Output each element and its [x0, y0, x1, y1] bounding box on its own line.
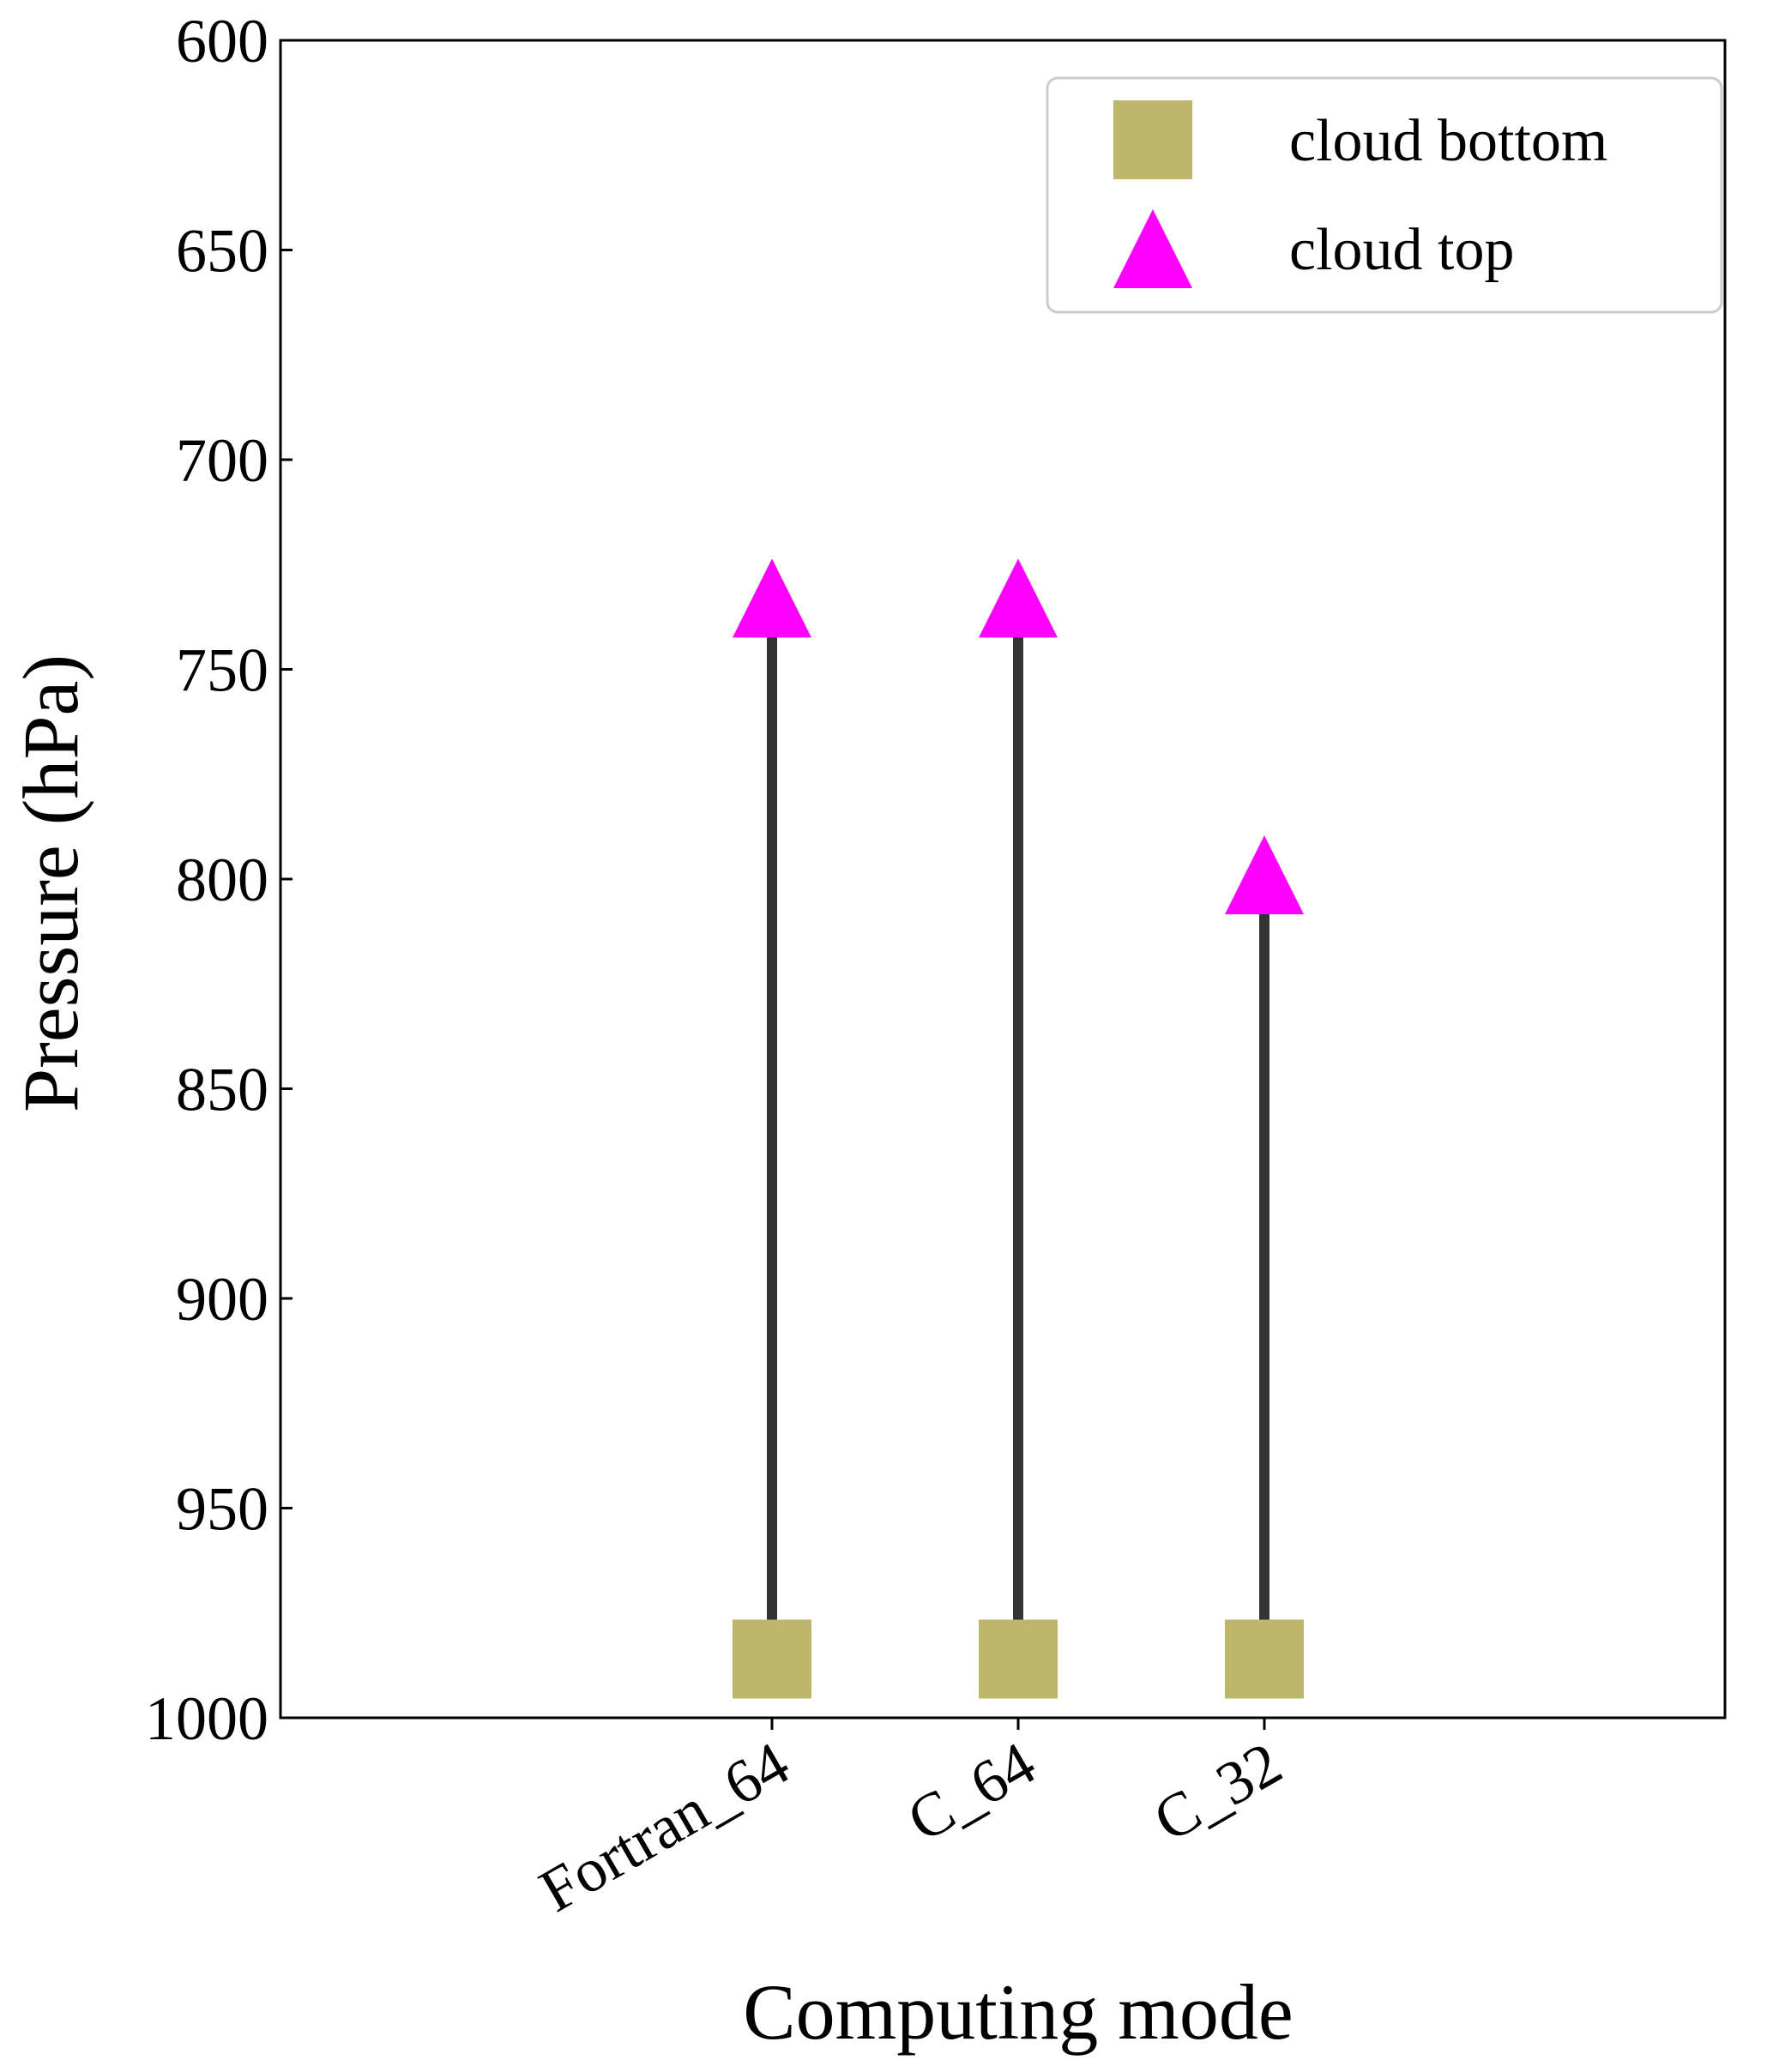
- cloud-bottom-marker: [733, 1619, 811, 1699]
- y-tick-label: 800: [176, 846, 268, 914]
- y-tick-label: 950: [176, 1475, 268, 1544]
- plot-area: [733, 558, 1304, 1699]
- legend-label-cloud-bottom: cloud bottom: [1289, 108, 1607, 174]
- x-tick-label: C_64: [896, 1729, 1046, 1855]
- cloud-top-marker: [733, 558, 811, 638]
- cloud-bottom-marker: [979, 1619, 1058, 1699]
- legend-box: [1046, 76, 1723, 314]
- legend-swatch-cloud-top: [1113, 209, 1192, 288]
- x-axis-label: Computing mode: [743, 1968, 1293, 2056]
- x-tick-label: Fortran_64: [528, 1729, 800, 1925]
- y-axis-label: Pressure (hPa): [7, 654, 94, 1112]
- cloud-bottom-marker: [1225, 1619, 1304, 1699]
- cloud-top-marker: [1225, 835, 1304, 915]
- y-tick-label: 700: [176, 426, 268, 495]
- y-tick-label: 650: [176, 217, 268, 286]
- y-tick-label: 900: [176, 1265, 268, 1334]
- y-tick-label: 850: [176, 1056, 268, 1124]
- y-tick-label: 600: [176, 7, 268, 75]
- cloud-top-marker: [979, 558, 1058, 638]
- legend-label-cloud-top: cloud top: [1289, 217, 1514, 283]
- legend: cloud bottom cloud top: [1046, 76, 1723, 314]
- y-tick-label: 1000: [145, 1684, 268, 1753]
- y-tick-label: 750: [176, 636, 268, 705]
- legend-swatch-cloud-bottom: [1113, 100, 1192, 179]
- x-tick-label: C_32: [1143, 1729, 1293, 1855]
